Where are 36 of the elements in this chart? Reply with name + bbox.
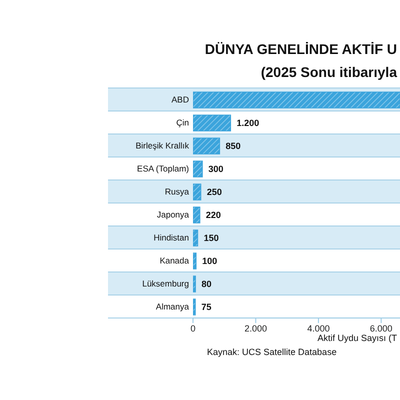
chart-subtitle: (2025 Sonu itibarıyla bbox=[260, 64, 397, 80]
x-tick-label: 4.000 bbox=[307, 323, 330, 334]
text: Kaynak: UCS Satellite Database bbox=[207, 347, 337, 357]
bar bbox=[193, 114, 232, 132]
y-tick-label: ABD bbox=[172, 94, 189, 105]
bar bbox=[193, 298, 196, 316]
y-tick-label: Lüksemburg bbox=[142, 278, 190, 289]
y-tick-label: Japonya bbox=[156, 210, 190, 220]
y-tick-label: Rusya bbox=[164, 186, 190, 197]
data-label: 300 bbox=[208, 164, 224, 174]
y-tick-label: Kanada bbox=[160, 256, 190, 266]
chart-title: DÜNYA GENELİNDE AKTİF U bbox=[204, 41, 397, 57]
y-tick-label: Hindistan bbox=[154, 232, 190, 243]
data-label: 100 bbox=[202, 256, 218, 266]
data-label: 1.200 bbox=[236, 118, 260, 128]
x-tick-label: 6.000 bbox=[370, 323, 392, 334]
data-label: 220 bbox=[206, 210, 221, 220]
data-label: 75 bbox=[201, 302, 212, 312]
y-tick-label: Birleşik Krallık bbox=[136, 140, 190, 151]
bar bbox=[193, 252, 197, 270]
data-label: 850 bbox=[226, 141, 241, 151]
bar bbox=[193, 160, 203, 178]
y-tick-label: Çin bbox=[176, 118, 190, 128]
x-tick-label: 2.000 bbox=[244, 323, 267, 334]
y-tick-label: Almanya bbox=[156, 302, 190, 312]
bar bbox=[193, 184, 202, 200]
x-tick-label: 0 bbox=[190, 323, 196, 334]
bar bbox=[193, 206, 200, 224]
bar bbox=[193, 138, 220, 154]
data-label: 150 bbox=[204, 233, 219, 243]
x-axis-title: Aktif Uydu Sayısı (T bbox=[317, 333, 397, 343]
bar bbox=[193, 230, 198, 246]
data-label: 80 bbox=[202, 279, 212, 289]
y-tick-label: ESA (Toplam) bbox=[137, 164, 190, 174]
data-label: 250 bbox=[206, 187, 222, 197]
bar bbox=[193, 276, 196, 292]
